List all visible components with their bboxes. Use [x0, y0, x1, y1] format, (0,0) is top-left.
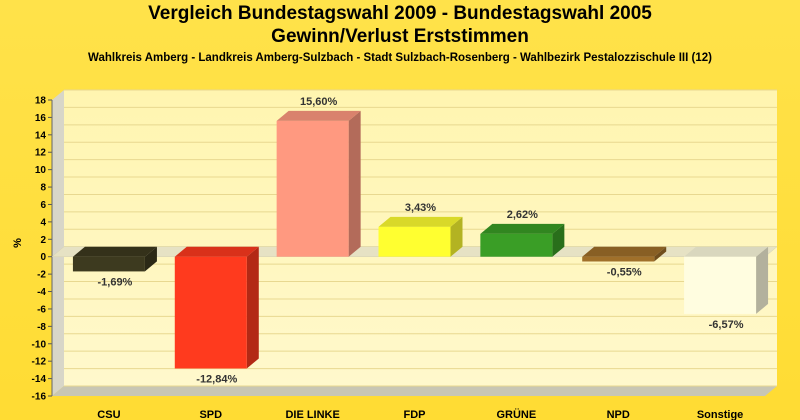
value-label: -6,57% — [709, 319, 744, 331]
bar-sonstige — [684, 246, 769, 314]
bar-die-linke — [276, 110, 361, 257]
bar-side — [552, 223, 565, 257]
chart-subtitle: Wahlkreis Amberg - Landkreis Amberg-Sulz… — [88, 52, 712, 64]
bar-front — [276, 120, 349, 257]
y-tick-label: 16 — [35, 113, 47, 124]
x-tick-label: SPD — [199, 409, 222, 420]
value-label: 2,62% — [507, 209, 538, 221]
bar-top — [582, 246, 667, 257]
y-tick-label: 4 — [40, 217, 46, 228]
bar-fdp — [378, 216, 463, 257]
chart-title-line1: Vergleich Bundestagswahl 2009 - Bundesta… — [148, 3, 652, 24]
bar-csu — [72, 246, 157, 272]
bar-front — [684, 256, 757, 314]
value-label: -1,69% — [97, 276, 132, 288]
bar-side — [450, 216, 463, 257]
bar-top — [174, 246, 259, 257]
plot-side-wall — [52, 90, 64, 396]
y-tick-label: 12 — [35, 148, 47, 159]
bar-front — [174, 256, 247, 369]
bar-side — [756, 246, 769, 314]
x-tick-label: Sonstige — [697, 409, 743, 420]
bar-spd — [174, 246, 259, 369]
x-tick-label: FDP — [404, 409, 426, 420]
bar-side — [246, 246, 259, 369]
y-tick-label: -4 — [37, 287, 46, 298]
bar-top — [480, 223, 565, 234]
bar-front — [582, 256, 655, 262]
y-tick-label: -14 — [32, 374, 47, 385]
bar-top — [378, 216, 463, 227]
bar-front — [378, 226, 451, 257]
chart-title: Vergleich Bundestagswahl 2009 - Bundesta… — [0, 2, 800, 48]
y-tick-label: 10 — [35, 165, 47, 176]
x-tick-label: CSU — [97, 409, 120, 420]
bar-front — [480, 233, 553, 257]
y-tick-label: -16 — [32, 392, 47, 403]
y-tick-label: 8 — [40, 183, 46, 194]
bar-side — [654, 246, 667, 262]
x-tick-label: GRÜNE — [496, 408, 536, 420]
value-label: -0,55% — [607, 266, 642, 278]
chart-title-line2: Gewinn/Verlust Erststimmen — [271, 26, 529, 47]
plot-floor — [52, 386, 777, 396]
y-tick-label: -8 — [37, 322, 46, 333]
y-axis-label: % — [12, 238, 24, 248]
bar-side — [348, 110, 361, 257]
value-label: 3,43% — [405, 202, 436, 214]
value-label: -12,84% — [196, 373, 237, 385]
bar-grüne — [480, 223, 565, 257]
bar-npd — [582, 246, 667, 262]
y-tick-label: 0 — [40, 252, 46, 263]
bar-top — [684, 246, 769, 257]
y-tick-label: -10 — [32, 339, 47, 350]
bar-top — [72, 246, 157, 257]
y-tick-label: -6 — [37, 304, 46, 315]
bar-side — [144, 246, 157, 272]
bar-top — [276, 110, 361, 121]
x-tick-label: NPD — [607, 409, 630, 420]
y-tick-label: -12 — [32, 357, 47, 368]
y-tick-label: 14 — [35, 130, 47, 141]
value-label: 15,60% — [300, 96, 338, 108]
bar-front — [72, 256, 145, 272]
y-tick-label: 18 — [35, 96, 47, 107]
y-tick-label: -2 — [37, 270, 46, 281]
y-tick-label: 6 — [40, 200, 46, 211]
x-tick-label: DIE LINKE — [285, 409, 339, 420]
y-tick-label: 2 — [40, 235, 46, 246]
